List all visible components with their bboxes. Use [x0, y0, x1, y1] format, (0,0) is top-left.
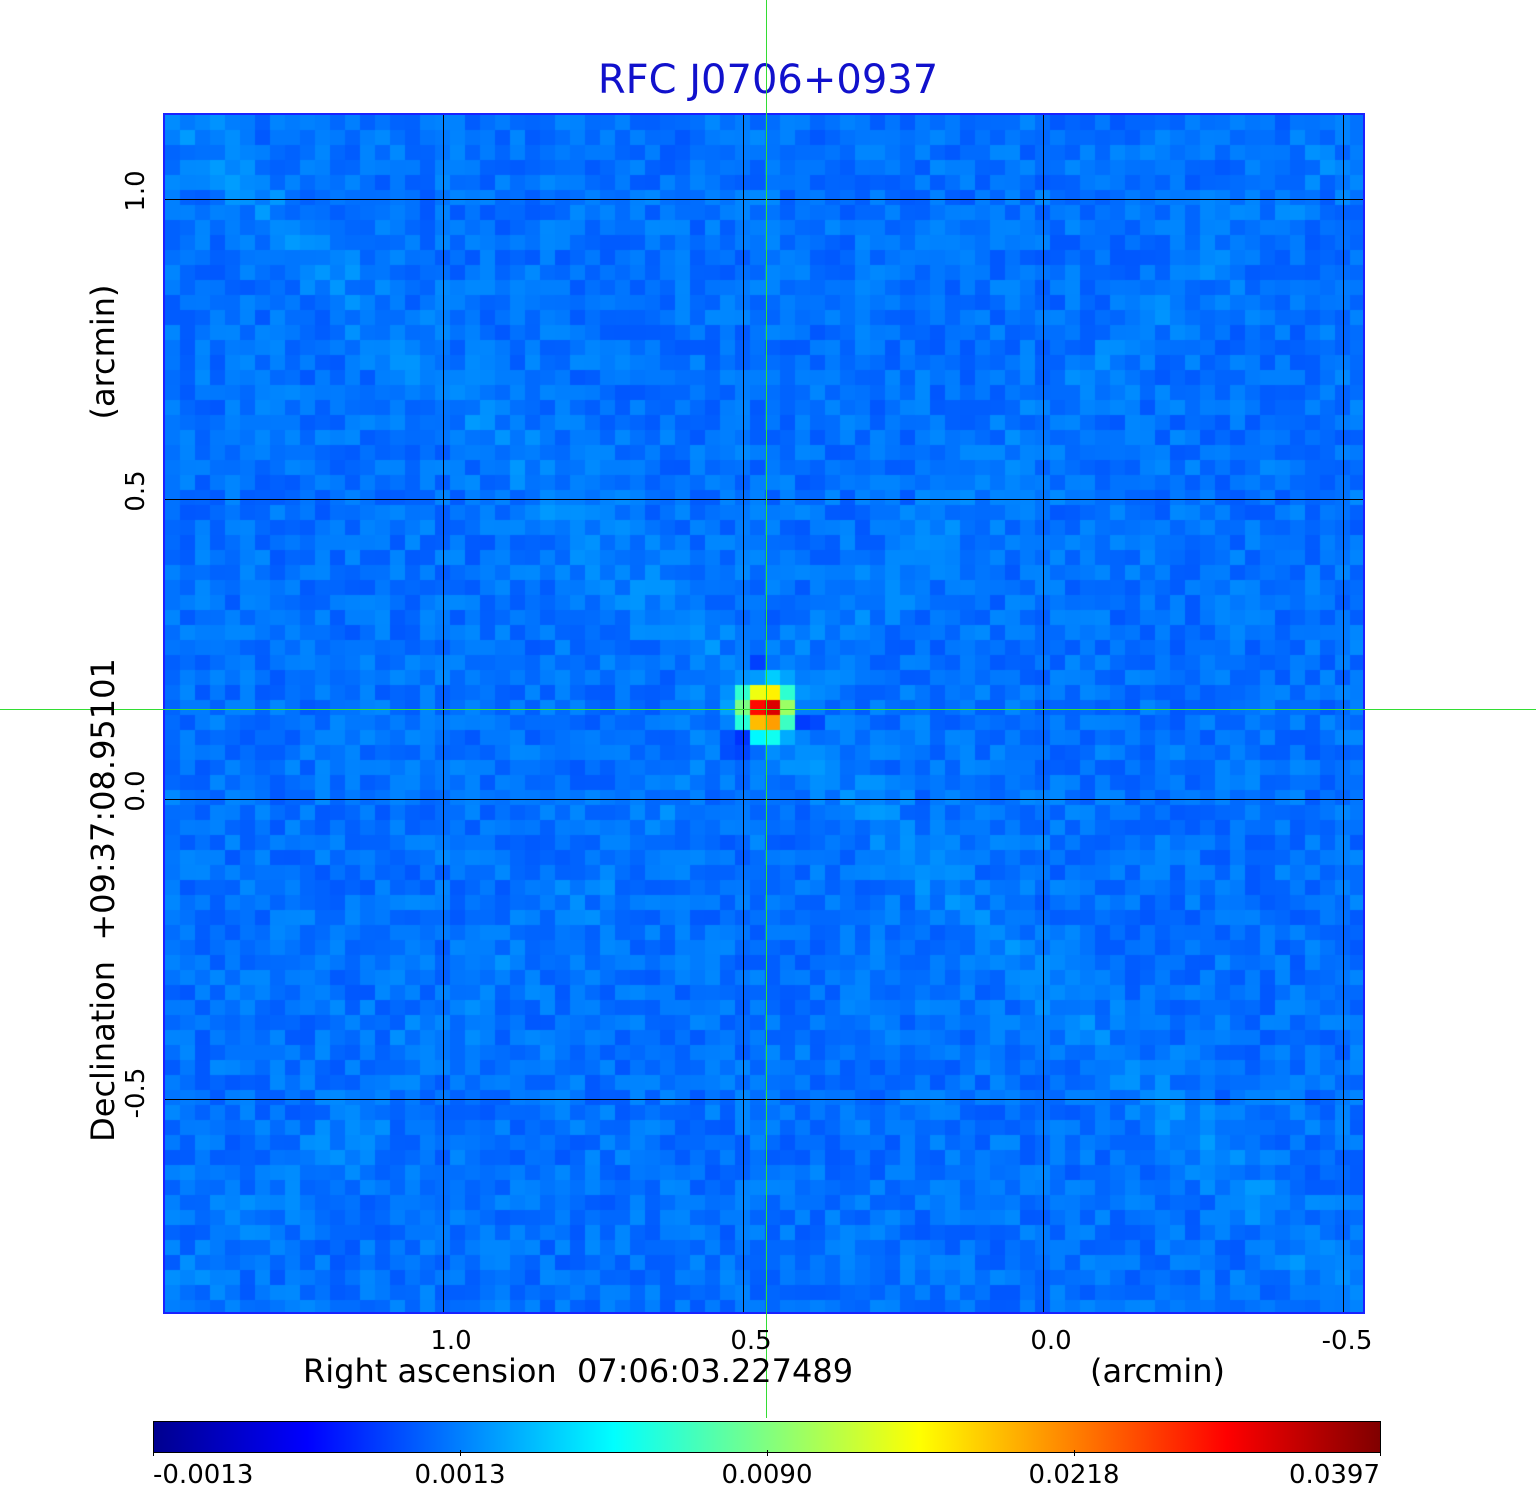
colorbar-tick	[1074, 1450, 1075, 1456]
colorbar-label: 0.0397	[1289, 1460, 1380, 1490]
grid-line-x-0.5	[743, 115, 744, 1312]
colorbar-label: 0.0013	[414, 1460, 506, 1490]
y-tick-label: -0.5	[121, 1067, 151, 1119]
grid-line-y--0.5	[165, 1099, 1363, 1100]
grid-line-x-1.0	[443, 115, 444, 1312]
grid-line-y-1.0	[165, 199, 1363, 200]
x-axis-unit: (arcmin)	[1090, 1352, 1225, 1390]
colorbar-label: 0.0090	[721, 1460, 813, 1490]
colorbar-label: -0.0013	[153, 1460, 254, 1490]
map-image	[165, 115, 1363, 1312]
grid-line-y-0.5	[165, 499, 1363, 500]
y-tick-label: 0.5	[121, 470, 151, 512]
colorbar-tick	[153, 1450, 154, 1456]
x-tick-label: 0.5	[730, 1326, 772, 1356]
x-tick-label: -0.5	[1321, 1326, 1373, 1356]
colorbar-tick	[460, 1450, 461, 1456]
colorbar-tick	[767, 1450, 768, 1456]
x-axis-label: Right ascension 07:06:03.227489	[303, 1352, 854, 1390]
y-tick-label: 0.0	[121, 770, 151, 812]
plot-title: RFC J0706+0937	[597, 57, 939, 103]
y-axis-unit: (arcmin)	[84, 284, 122, 420]
colorbar-label: 0.0218	[1028, 1460, 1120, 1490]
colorbar	[153, 1421, 1381, 1453]
y-axis-label: Declination +09:37:08.95101	[84, 658, 122, 1142]
grid-line-x-0.0	[1043, 115, 1044, 1312]
y-tick-label: 1.0	[121, 170, 151, 212]
grid-line-x--0.5	[1343, 115, 1344, 1312]
x-tick-label: 1.0	[430, 1326, 472, 1356]
radio-map	[163, 113, 1365, 1314]
grid-line-y-0.0	[165, 799, 1363, 800]
colorbar-tick	[1380, 1450, 1381, 1456]
crosshair-horizontal	[0, 709, 1536, 710]
x-tick-label: 0.0	[1030, 1326, 1072, 1356]
